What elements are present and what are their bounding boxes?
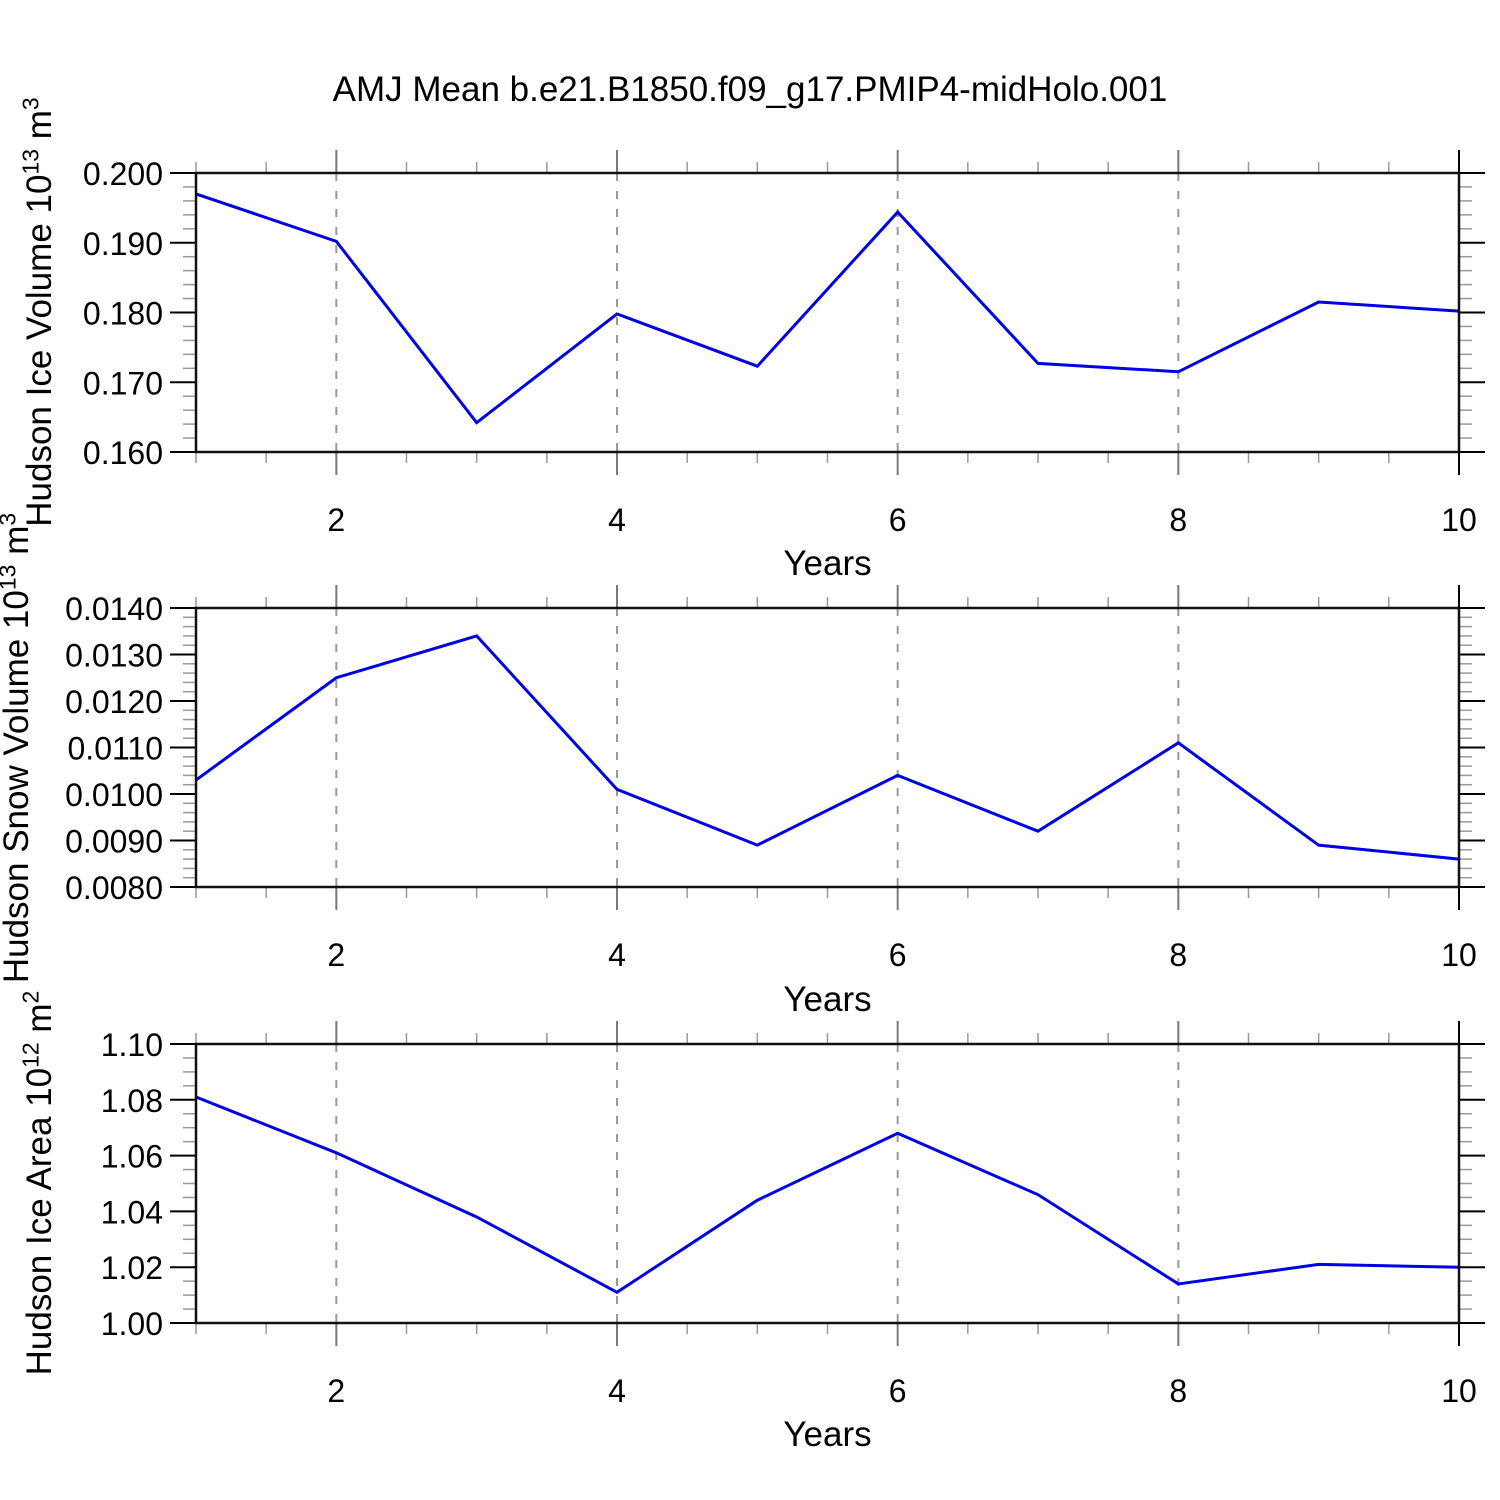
data-line-panel-3	[195, 1095, 1460, 1295]
x-axis-title-years-3: Years	[783, 1415, 872, 1454]
x-tick-label: 10	[1441, 1373, 1477, 1409]
plot-frame	[194, 1042, 1461, 1325]
plot-frame	[194, 606, 1461, 889]
y-tick-label: 0.0140	[65, 591, 163, 627]
y-tick-label: 1.08	[101, 1083, 163, 1119]
y-tick-label: 0.200	[83, 156, 163, 192]
x-tick-label: 2	[327, 1373, 345, 1409]
x-tick-label: 10	[1441, 502, 1477, 538]
superscript-exponent: 2	[17, 990, 44, 1004]
x-tick-label: 4	[608, 1373, 626, 1409]
x-tick-label: 2	[327, 937, 345, 973]
data-line-panel-1	[195, 192, 1460, 425]
y-tick-label: 0.170	[83, 365, 163, 401]
x-tick-label: 4	[608, 937, 626, 973]
superscript-exponent: 3	[0, 513, 20, 526]
x-axis-title-years-1: Years	[783, 544, 872, 583]
y-tick-label: 1.02	[101, 1250, 163, 1286]
y-tick-label: 1.06	[101, 1139, 163, 1175]
y-tick-label: 1.04	[101, 1194, 163, 1230]
plot-frame	[194, 171, 1461, 454]
y-tick-label: 0.0090	[65, 824, 163, 860]
y-tick-label: 0.0100	[65, 777, 163, 813]
y-tick-label: 0.180	[83, 296, 163, 332]
data-line-panel-2	[195, 634, 1460, 861]
y-axis-title-unit: m	[0, 525, 36, 565]
y-tick-label: 0.0110	[68, 731, 164, 767]
superscript-exponent: 13	[0, 564, 21, 591]
x-tick-label: 6	[889, 502, 907, 538]
superscript-exponent: 12	[17, 1042, 44, 1068]
x-tick-label: 4	[608, 502, 626, 538]
x-tick-label: 6	[889, 1373, 907, 1409]
x-tick-label: 8	[1169, 502, 1187, 538]
x-axis-title-years-2: Years	[783, 980, 872, 1019]
y-tick-label: 0.160	[83, 435, 163, 471]
x-tick-label: 10	[1441, 937, 1477, 973]
y-axis-title-text: Hudson Ice Area 10	[20, 1067, 59, 1376]
y-tick-label: 1.00	[101, 1306, 163, 1342]
y-tick-label: 0.0130	[65, 638, 163, 674]
x-tick-label: 8	[1169, 937, 1187, 973]
superscript-exponent: 3	[17, 97, 44, 111]
figure-title: AMJ Mean b.e21.B1850.f09_g17.PMIP4-midHo…	[332, 70, 1168, 109]
y-tick-label: 0.0120	[65, 684, 163, 720]
y-tick-label: 1.10	[101, 1027, 163, 1063]
y-axis-title-unit: m	[20, 110, 59, 149]
y-axis-title-ice-area: Hudson Ice Area 1012 m2	[17, 833, 62, 1500]
y-axis-title-unit: m	[20, 1003, 59, 1043]
y-tick-label: 0.190	[83, 226, 163, 262]
x-tick-label: 8	[1169, 1373, 1187, 1409]
x-tick-label: 6	[889, 937, 907, 973]
superscript-exponent: 13	[17, 148, 44, 175]
y-tick-label: 0.0080	[65, 870, 163, 906]
x-tick-label: 2	[327, 502, 345, 538]
